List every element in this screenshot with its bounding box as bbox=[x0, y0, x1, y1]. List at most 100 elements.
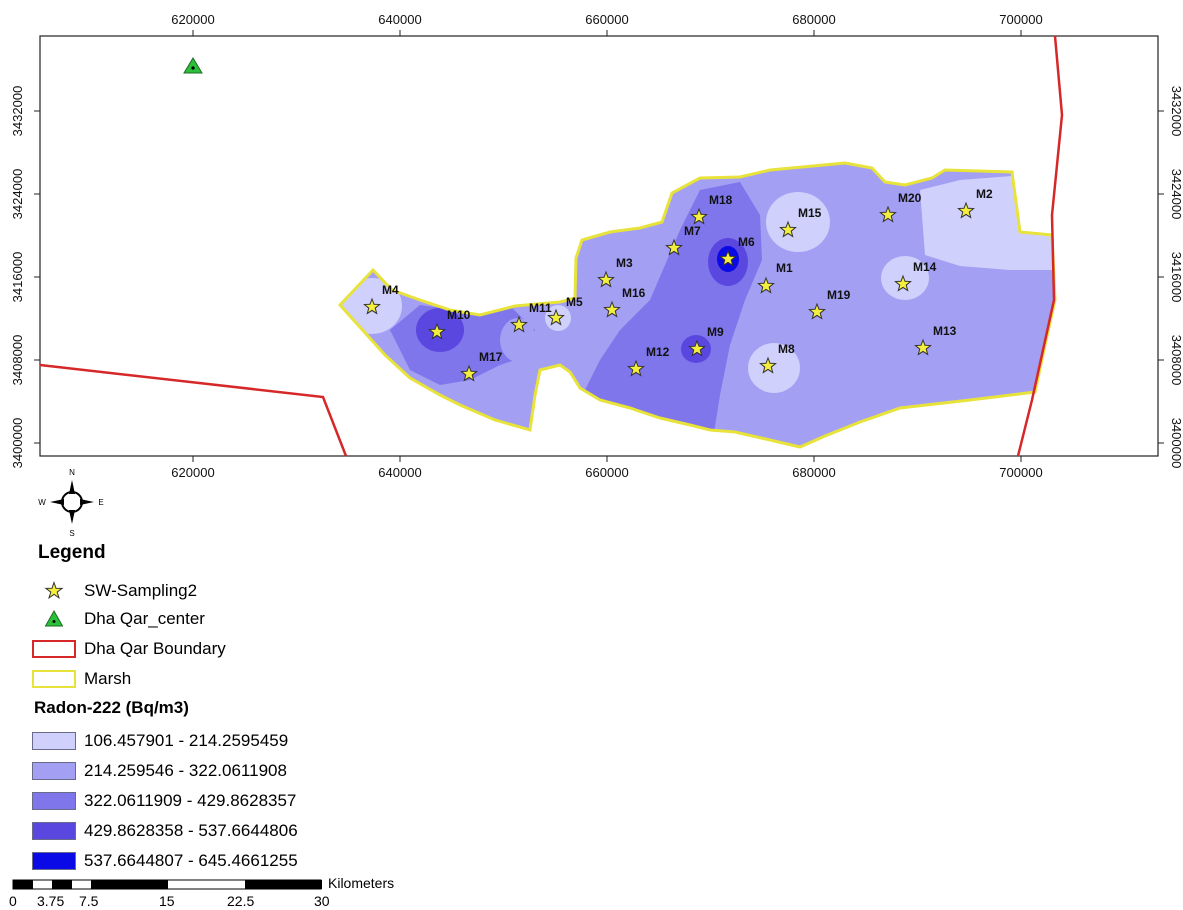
scale-label: 0 bbox=[9, 893, 17, 909]
star-icon bbox=[627, 359, 645, 377]
north-label: N bbox=[69, 468, 75, 477]
site-m2: M2 bbox=[957, 187, 993, 219]
star-icon bbox=[879, 205, 897, 223]
x-tick-label: 700000 bbox=[999, 12, 1042, 27]
radon-swatch-3 bbox=[32, 792, 76, 810]
site-label-m13: M13 bbox=[933, 324, 957, 338]
radon-class-1: 106.457901 - 214.2595459 bbox=[30, 728, 288, 754]
scale-unit: Kilometers bbox=[328, 875, 395, 891]
x-tick-label: 680000 bbox=[792, 465, 835, 480]
radon-swatch-5 bbox=[32, 852, 76, 870]
dha-qar-boundary-west bbox=[39, 363, 348, 457]
y-tick-label: 3432000 bbox=[1169, 86, 1183, 137]
star-icon bbox=[688, 339, 706, 357]
site-m7: M7 bbox=[665, 224, 701, 256]
y-tick-label: 3408000 bbox=[1169, 335, 1183, 386]
radon-class-1-zone-m15 bbox=[766, 192, 830, 252]
x-tick-label: 620000 bbox=[171, 12, 214, 27]
site-m1: M1 bbox=[757, 261, 793, 294]
site-m12: M12 bbox=[627, 345, 670, 377]
x-tick-label: 660000 bbox=[585, 12, 628, 27]
site-label-m19: M19 bbox=[827, 288, 851, 302]
site-m13: M13 bbox=[914, 324, 957, 356]
site-m16: M16 bbox=[603, 286, 646, 318]
legend-label-sampling: SW-Sampling2 bbox=[84, 581, 198, 600]
star-icon bbox=[957, 201, 975, 219]
star-icon bbox=[428, 322, 446, 340]
scale-bar-graphic bbox=[12, 879, 322, 890]
y-axis-left: 3432000 3424000 3416000 3408000 3400000 bbox=[10, 86, 40, 469]
scale-label: 15 bbox=[159, 893, 175, 909]
legend-label-boundary: Dha Qar Boundary bbox=[84, 639, 226, 658]
site-m18: M18 bbox=[690, 193, 733, 225]
site-label-m5: M5 bbox=[566, 295, 583, 309]
star-icon bbox=[665, 238, 683, 256]
site-m14: M14 bbox=[894, 260, 937, 292]
x-axis-bottom: 620000 640000 660000 680000 700000 bbox=[171, 456, 1043, 480]
y-axis-right: 3432000 3424000 3416000 3408000 3400000 bbox=[1158, 86, 1183, 469]
east-label: E bbox=[98, 498, 103, 507]
radon-legend-title: Radon-222 (Bq/m3) bbox=[34, 698, 189, 717]
south-label: S bbox=[69, 529, 74, 538]
star-icon bbox=[779, 220, 797, 238]
site-label-m9: M9 bbox=[707, 325, 724, 339]
radon-class-label: 106.457901 - 214.2595459 bbox=[84, 731, 289, 750]
star-icon bbox=[894, 274, 912, 292]
star-icon bbox=[363, 297, 381, 315]
site-label-m7: M7 bbox=[684, 224, 701, 238]
site-label-m12: M12 bbox=[646, 345, 670, 359]
site-label-m6: M6 bbox=[738, 235, 755, 249]
radon-swatch-4 bbox=[32, 822, 76, 840]
radon-class-3: 322.0611909 - 429.8628357 bbox=[30, 788, 296, 814]
triangle-icon bbox=[44, 609, 64, 627]
star-icon bbox=[460, 364, 478, 382]
radon-class-1-zone-m14 bbox=[881, 256, 929, 300]
scale-label: 30 bbox=[314, 893, 330, 909]
star-icon bbox=[44, 581, 64, 600]
site-m17: M17 bbox=[460, 350, 503, 382]
star-icon bbox=[759, 356, 777, 374]
x-axis-top: 620000 640000 660000 680000 700000 bbox=[171, 12, 1043, 36]
y-tick-label: 3416000 bbox=[10, 252, 25, 303]
x-tick-label: 640000 bbox=[378, 12, 421, 27]
y-tick-label: 3400000 bbox=[1169, 418, 1183, 469]
site-label-m2: M2 bbox=[976, 187, 993, 201]
x-tick-label: 680000 bbox=[792, 12, 835, 27]
site-m3: M3 bbox=[597, 256, 633, 288]
site-label-m4: M4 bbox=[382, 283, 399, 297]
dha-qar-boundary-east bbox=[1016, 35, 1064, 457]
star-icon bbox=[603, 300, 621, 318]
radon-swatch-1 bbox=[32, 732, 76, 750]
radon-class-5: 537.6644807 - 645.4661255 bbox=[30, 848, 298, 874]
y-tick-label: 3408000 bbox=[10, 335, 25, 386]
radon-class-1-zone-m11 bbox=[500, 318, 536, 362]
site-label-m17: M17 bbox=[479, 350, 503, 364]
star-icon bbox=[510, 315, 528, 333]
site-m20: M20 bbox=[879, 191, 922, 223]
site-m10: M10 bbox=[428, 308, 471, 340]
radon-class-label: 429.8628358 - 537.6644806 bbox=[84, 821, 298, 840]
sampling-sites: M1 M2 M3 M4 M5 M6 M7 M8 M9 M10 M11 M12 M… bbox=[363, 187, 993, 382]
legend-item-boundary: Dha Qar Boundary bbox=[30, 636, 226, 662]
scale-label: 7.5 bbox=[79, 893, 99, 909]
y-tick-label: 3400000 bbox=[10, 418, 25, 469]
boundary-swatch bbox=[32, 640, 76, 658]
radon-class-1-zone-m8 bbox=[748, 343, 800, 393]
site-m4: M4 bbox=[363, 283, 399, 315]
site-label-m11: M11 bbox=[529, 301, 552, 315]
star-icon bbox=[597, 270, 615, 288]
y-tick-label: 3432000 bbox=[10, 86, 25, 137]
star-icon bbox=[690, 207, 708, 225]
site-label-m15: M15 bbox=[798, 206, 822, 220]
site-label-m3: M3 bbox=[616, 256, 633, 270]
radon-class-label: 322.0611909 - 429.8628357 bbox=[84, 791, 297, 810]
site-m6: M6 bbox=[719, 235, 755, 267]
y-tick-label: 3424000 bbox=[1169, 169, 1183, 220]
scale-bar: Kilometers 0 3.75 7.5 15 22.5 30 bbox=[0, 874, 420, 910]
scale-label: 3.75 bbox=[37, 893, 65, 909]
site-m5: M5 bbox=[547, 295, 583, 326]
legend-label-center: Dha Qar_center bbox=[84, 609, 205, 628]
star-icon bbox=[914, 338, 932, 356]
site-m11: M11 bbox=[510, 301, 552, 333]
